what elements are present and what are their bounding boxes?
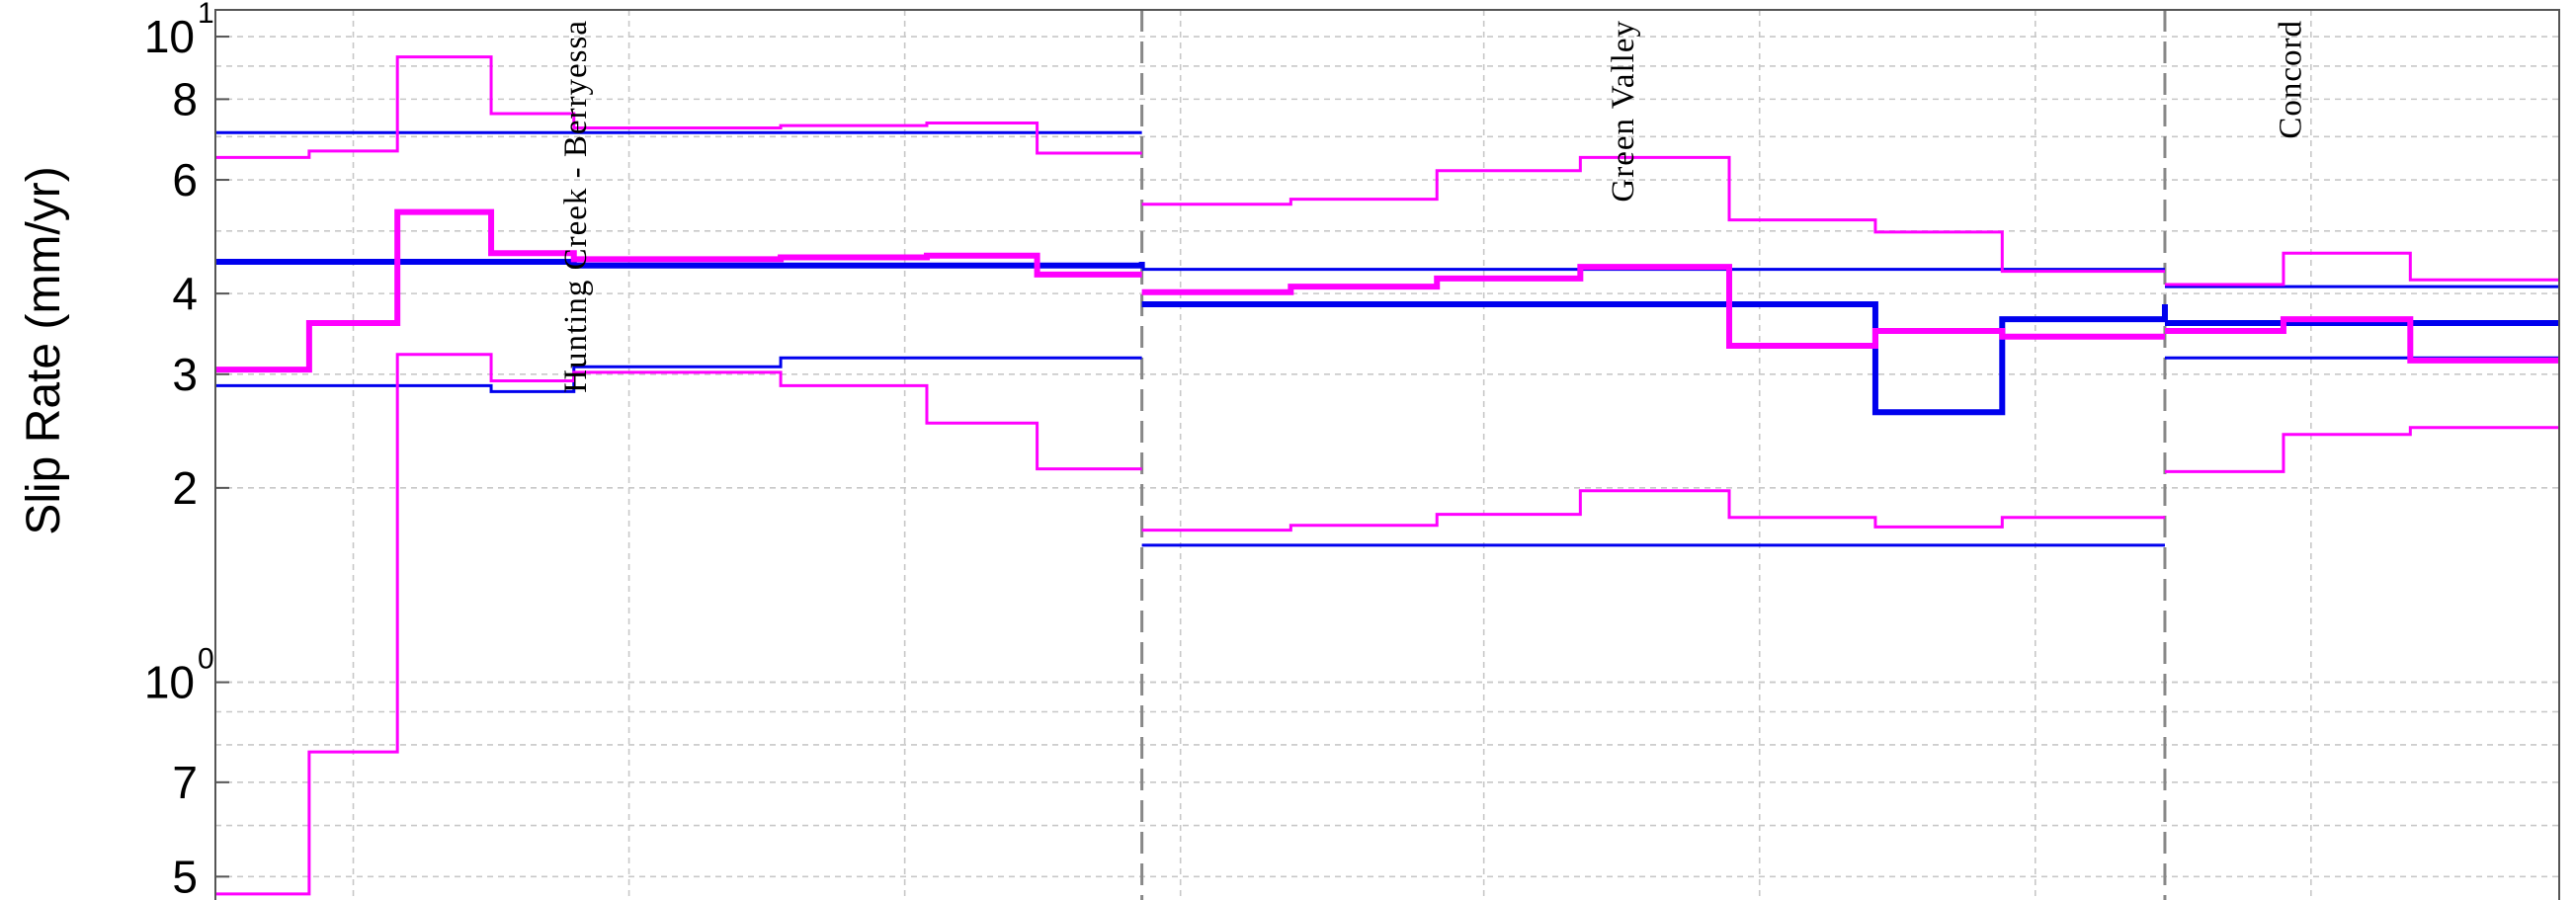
series-line-0 — [215, 356, 1142, 393]
series-line-15 — [2164, 426, 2559, 473]
section-dividers — [1140, 10, 2167, 900]
series-line-16 — [2164, 251, 2559, 286]
y-tick-label: 8 — [172, 73, 198, 124]
series-line-5 — [215, 208, 1142, 373]
series-line-4 — [215, 55, 1142, 159]
section-labels: Hunting Creek - Berryessa Green Valley Con… — [558, 20, 2309, 393]
y-tick-exponent: 1 — [198, 0, 214, 30]
section-label: Concord — [2274, 20, 2309, 139]
y-tick-label: 3 — [172, 349, 198, 400]
y-axis-label: Slip Rate (mm/yr) — [18, 166, 70, 534]
series-line-3 — [215, 353, 1142, 896]
series-line-11 — [1141, 264, 2165, 350]
y-tick-label: 10 — [144, 657, 195, 708]
y-tick-label: 2 — [172, 462, 198, 514]
section-label: Green Valley — [1606, 20, 1641, 203]
series-line-8 — [1141, 300, 2168, 416]
y-tick-label: 5 — [172, 851, 198, 900]
y-tick-label: 7 — [172, 757, 198, 808]
series-line-9 — [1141, 489, 2165, 532]
y-tick-exponent: 0 — [198, 643, 214, 676]
series-line-17 — [2164, 316, 2559, 364]
y-tick-label: 6 — [172, 154, 198, 205]
y-tick-label: 4 — [172, 268, 198, 319]
plot-frame — [214, 9, 2560, 900]
section-label: Hunting Creek - Berryessa — [558, 20, 594, 393]
series-line-2 — [215, 258, 1145, 269]
series-group — [215, 55, 2559, 896]
y-tick-label: 10 — [144, 11, 195, 62]
series-line-10 — [1141, 155, 2165, 274]
